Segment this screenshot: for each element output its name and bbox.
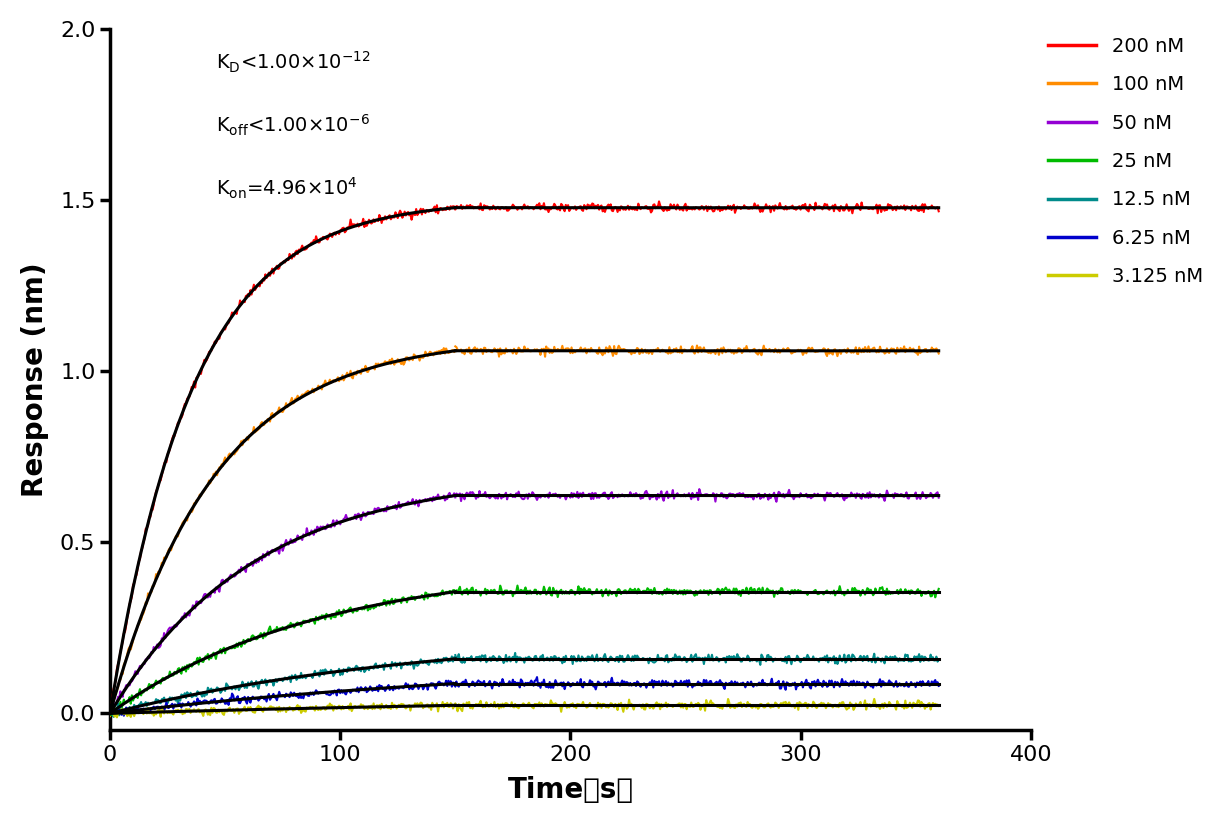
Legend: 200 nM, 100 nM, 50 nM, 25 nM, 12.5 nM, 6.25 nM, 3.125 nM: 200 nM, 100 nM, 50 nM, 25 nM, 12.5 nM, 6… bbox=[1040, 29, 1211, 294]
6.25 nM bbox=[395, 682, 410, 692]
3.125 nM bbox=[424, 705, 439, 714]
3.125 nM bbox=[110, 713, 124, 723]
Y-axis label: Response (nm): Response (nm) bbox=[21, 262, 49, 497]
100 nM bbox=[254, 418, 269, 428]
25 nM bbox=[243, 636, 257, 646]
Text: K$_\mathrm{on}$=4.96×10$^{4}$: K$_\mathrm{on}$=4.96×10$^{4}$ bbox=[216, 177, 357, 201]
12.5 nM bbox=[395, 659, 410, 669]
50 nM bbox=[255, 555, 270, 565]
3.125 nM bbox=[255, 705, 270, 715]
200 nM bbox=[375, 218, 389, 228]
200 nM bbox=[339, 226, 354, 236]
X-axis label: Time（s）: Time（s） bbox=[508, 776, 633, 804]
6.25 nM bbox=[441, 676, 456, 686]
100 nM bbox=[339, 370, 354, 380]
100 nM bbox=[241, 431, 256, 441]
Line: 100 nM: 100 nM bbox=[110, 348, 456, 716]
100 nM bbox=[448, 346, 463, 356]
12.5 nM bbox=[445, 652, 460, 662]
25 nM bbox=[103, 710, 118, 720]
100 nM bbox=[394, 359, 409, 369]
50 nM bbox=[424, 493, 439, 503]
12.5 nM bbox=[102, 710, 117, 719]
6.25 nM bbox=[340, 686, 355, 696]
50 nM bbox=[376, 505, 391, 515]
25 nM bbox=[448, 588, 463, 598]
50 nM bbox=[102, 708, 117, 718]
50 nM bbox=[442, 488, 457, 497]
12.5 nM bbox=[106, 712, 121, 722]
Line: 6.25 nM: 6.25 nM bbox=[110, 681, 456, 716]
50 nM bbox=[103, 708, 118, 718]
50 nM bbox=[395, 499, 410, 509]
25 nM bbox=[447, 585, 462, 595]
Line: 25 nM: 25 nM bbox=[110, 590, 456, 715]
3.125 nM bbox=[395, 700, 410, 710]
200 nM bbox=[448, 205, 463, 214]
12.5 nM bbox=[376, 660, 391, 670]
6.25 nM bbox=[255, 692, 270, 702]
100 nM bbox=[375, 359, 389, 369]
6.25 nM bbox=[243, 698, 257, 708]
3.125 nM bbox=[376, 702, 391, 712]
3.125 nM bbox=[435, 697, 450, 707]
3.125 nM bbox=[448, 700, 463, 710]
25 nM bbox=[255, 629, 270, 639]
25 nM bbox=[395, 593, 410, 603]
Line: 50 nM: 50 nM bbox=[110, 493, 456, 713]
50 nM bbox=[448, 493, 463, 502]
200 nM bbox=[102, 707, 117, 717]
25 nM bbox=[340, 606, 355, 616]
6.25 nM bbox=[102, 709, 117, 719]
6.25 nM bbox=[117, 711, 132, 721]
12.5 nM bbox=[255, 675, 270, 685]
3.125 nM bbox=[102, 707, 117, 717]
200 nM bbox=[394, 208, 409, 218]
25 nM bbox=[376, 599, 391, 609]
12.5 nM bbox=[243, 680, 257, 690]
25 nM bbox=[102, 710, 117, 720]
3.125 nM bbox=[340, 703, 355, 713]
200 nM bbox=[430, 200, 445, 210]
12.5 nM bbox=[448, 652, 463, 662]
12.5 nM bbox=[424, 656, 439, 666]
100 nM bbox=[436, 343, 451, 353]
Line: 12.5 nM: 12.5 nM bbox=[110, 657, 456, 717]
100 nM bbox=[423, 346, 437, 356]
12.5 nM bbox=[340, 667, 355, 677]
50 nM bbox=[243, 559, 257, 569]
6.25 nM bbox=[424, 678, 439, 688]
6.25 nM bbox=[448, 681, 463, 691]
50 nM bbox=[340, 514, 355, 524]
6.25 nM bbox=[376, 684, 391, 694]
Text: K$_\mathrm{D}$<1.00×10$^{-12}$: K$_\mathrm{D}$<1.00×10$^{-12}$ bbox=[216, 50, 371, 75]
200 nM bbox=[241, 291, 256, 301]
Text: K$_\mathrm{off}$<1.00×10$^{-6}$: K$_\mathrm{off}$<1.00×10$^{-6}$ bbox=[216, 113, 370, 139]
100 nM bbox=[102, 711, 117, 721]
Line: 3.125 nM: 3.125 nM bbox=[110, 702, 456, 718]
25 nM bbox=[424, 590, 439, 600]
200 nM bbox=[254, 277, 269, 287]
200 nM bbox=[423, 205, 437, 215]
3.125 nM bbox=[243, 702, 257, 712]
Line: 200 nM: 200 nM bbox=[110, 205, 456, 712]
